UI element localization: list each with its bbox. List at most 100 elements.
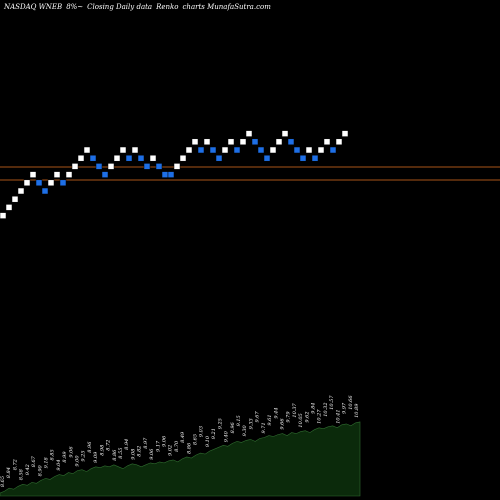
symbol-label: NASDAQ WNEB [4, 3, 63, 11]
volume-value-label: 9.62 [304, 411, 310, 422]
volume-value-label: 8.67 [31, 455, 37, 467]
renko-brick-up [131, 146, 139, 154]
renko-brick-down [41, 187, 49, 195]
volume-value-label: 8.97 [143, 437, 149, 449]
renko-brick-up [227, 138, 235, 146]
volume-value-label: 8.94 [124, 439, 130, 450]
renko-brick-up [245, 130, 253, 137]
volume-value-label: 8.86 [186, 442, 192, 454]
volume-value-label: 8.55 [118, 448, 124, 459]
volume-value-label: 8.72 [106, 440, 112, 451]
volume-value-label: 9.00 [75, 455, 81, 467]
volume-value-label: 8.99 [62, 451, 68, 463]
renko-brick-down [293, 146, 301, 154]
volume-value-label: 8.84 [6, 467, 12, 478]
renko-brick-down [167, 171, 175, 178]
volume-value-label: 8.86 [112, 449, 118, 461]
volume-value-label: 10.37 [292, 402, 298, 417]
volume-value-label: 9.08 [130, 449, 136, 460]
renko-brick-down [263, 154, 271, 162]
renko-brick-up [17, 187, 25, 195]
renko-brick-up [53, 171, 61, 178]
renko-brick-up [317, 146, 325, 154]
renko-brick-up [11, 195, 19, 203]
volume-value-label: 8.82 [137, 446, 143, 457]
renko-brick-down [95, 163, 103, 170]
volume-value-label: 9.66 [280, 418, 286, 430]
volume-area-shape [0, 421, 361, 497]
volume-value-label: 9.21 [211, 428, 217, 439]
volume-value-label: 9.09 [93, 451, 99, 463]
volume-value-label: 8.65 [0, 476, 6, 487]
renko-brick-up [305, 146, 313, 154]
renko-brick-down [125, 154, 133, 162]
renko-brick-up [179, 154, 187, 162]
renko-brick-up [0, 212, 7, 219]
volume-value-label: 9.84 [311, 403, 317, 414]
volume-value-label: 9.06 [162, 435, 168, 447]
volume-value-label: 9.06 [149, 448, 155, 460]
renko-brick-down [233, 146, 241, 154]
renko-brick-up [23, 179, 31, 187]
volume-value-label: 9.10 [205, 435, 211, 447]
renko-brick-up [281, 130, 289, 137]
renko-brick-down [251, 138, 259, 146]
volume-value-label: 9.40 [224, 430, 230, 442]
support-lines [0, 166, 500, 181]
renko-brick-up [47, 179, 55, 187]
renko-brick-down [143, 163, 151, 170]
renko-brick-down [329, 146, 337, 154]
renko-brick-up [185, 146, 193, 154]
volume-value-label: 9.04 [56, 459, 62, 470]
chart-style-label: Renko [156, 3, 179, 11]
renko-brick-up [107, 163, 115, 170]
volume-value-label: 9.30 [242, 424, 248, 436]
renko-brick-up [119, 146, 127, 154]
volume-value-label: 8.58 [19, 469, 25, 480]
renko-brick-down [257, 146, 265, 154]
volume-value-label: 10.32 [323, 402, 329, 416]
renko-brick-down [101, 171, 109, 178]
volume-value-label: 9.25 [217, 418, 223, 429]
renko-brick-down [215, 154, 223, 162]
renko-brick-down [155, 163, 163, 170]
renko-brick-up [77, 154, 85, 162]
renko-brick-up [113, 154, 121, 162]
volume-value-label: 9.79 [286, 411, 292, 423]
volume-value-label: 8.96 [87, 441, 93, 453]
volume-value-label: 9.15 [236, 415, 242, 426]
volume-value-label: 8.65 [193, 434, 199, 445]
volume-value-label: 9.42 [25, 464, 31, 475]
volume-value-label: 8.96 [230, 421, 236, 433]
renko-brick-down [299, 154, 307, 162]
volume-value-label: 9.71 [261, 422, 267, 433]
volume-value-label: 10.89 [354, 403, 360, 418]
volume-value-label: 8.70 [174, 440, 180, 452]
renko-brick-down [137, 154, 145, 162]
renko-brick-up [83, 146, 91, 154]
chart-title: NASDAQ WNEB 8%~ Closing Daily data Renko cha… [4, 3, 275, 11]
volume-value-label: 8.49 [180, 431, 186, 443]
volume-value-label: 10.57 [329, 395, 335, 410]
volume-value-label: 8.98 [99, 445, 105, 456]
volume-value-label: 9.44 [273, 407, 279, 418]
renko-brick-down [35, 179, 43, 187]
volume-value-label: 9.61 [267, 414, 273, 425]
renko-brick-up [5, 204, 13, 211]
renko-brick-up [323, 138, 331, 146]
volume-value-label: 9.33 [248, 418, 254, 429]
volume-value-label: 9.02 [168, 445, 174, 456]
renko-brick-up [341, 130, 349, 137]
volume-value-label: 10.66 [348, 395, 354, 410]
volume-value-label: 9.18 [44, 457, 50, 468]
volume-value-label: 9.97 [342, 402, 348, 414]
volume-value-label: 10.05 [298, 413, 304, 427]
renko-brick-up [269, 146, 277, 154]
change-label: 8%~ [66, 3, 84, 11]
renko-brick-down [311, 154, 319, 162]
renko-brick-up [173, 163, 181, 170]
volume-area: 8.658.848.728.58 9.428.678.909.188.859.04… [0, 395, 361, 497]
renko-brick-down [59, 179, 67, 187]
volume-value-label: 9.03 [199, 426, 205, 437]
renko-brick-up [29, 171, 37, 178]
